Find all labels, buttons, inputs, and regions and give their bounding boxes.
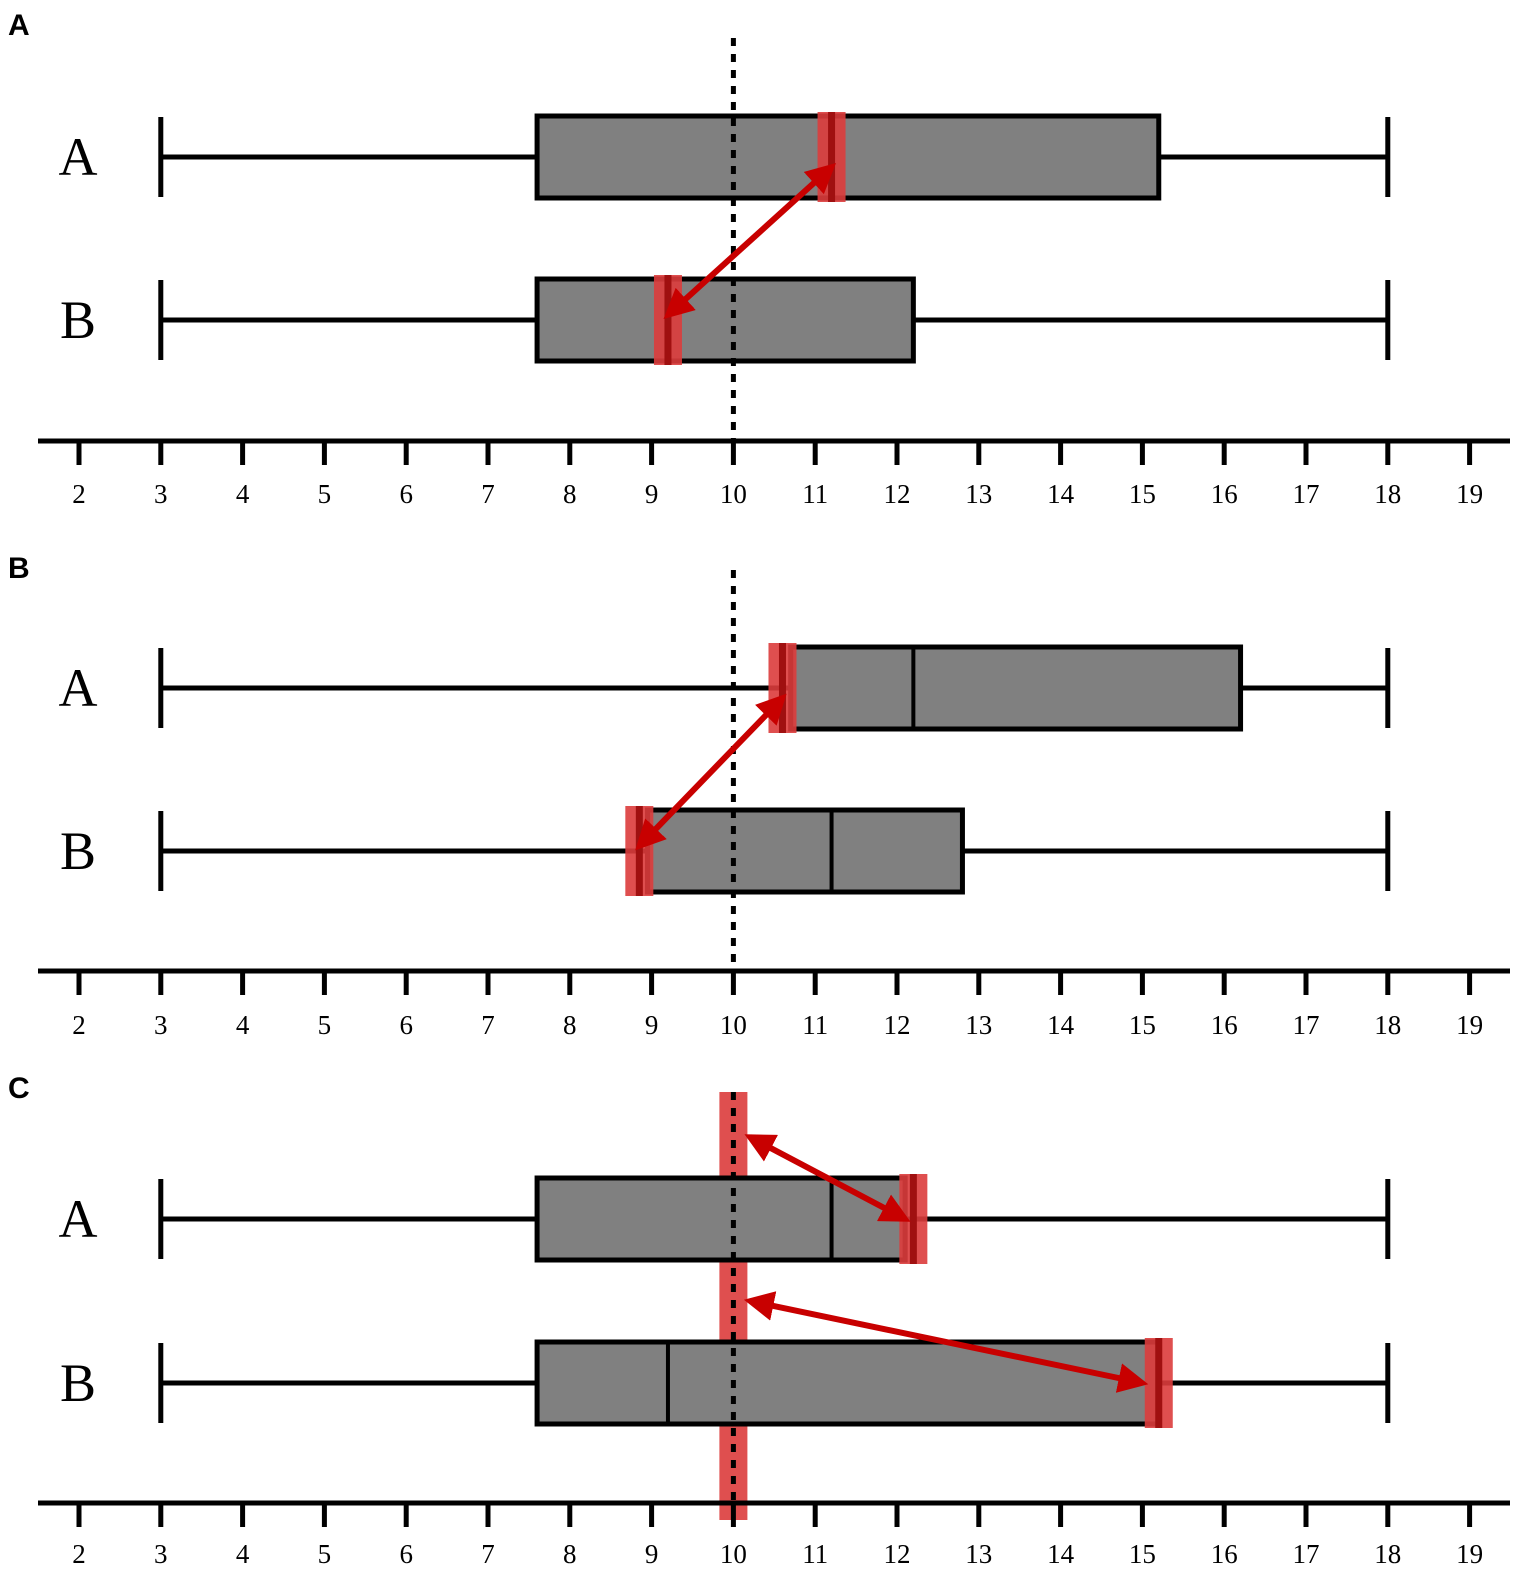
box-row-b: B bbox=[60, 276, 1391, 364]
panel-letter: C bbox=[8, 1072, 30, 1105]
iqr-box bbox=[788, 644, 1244, 732]
box-row-a: A bbox=[59, 1175, 1391, 1263]
box-row-a: A bbox=[59, 644, 1391, 732]
x-tick-label: 3 bbox=[154, 1010, 168, 1040]
x-tick-label: 18 bbox=[1374, 479, 1401, 509]
x-tick-label: 18 bbox=[1374, 1539, 1401, 1569]
panel-c: C A B 2 3 4 5 6 7 8 9 10 11 12 13 14 15 16 17 18 19 bbox=[8, 1072, 1510, 1569]
panel-letter: B bbox=[8, 552, 30, 585]
box-row-a: A bbox=[59, 113, 1391, 201]
x-tick-label: 19 bbox=[1456, 1539, 1483, 1569]
x-tick-label: 4 bbox=[236, 1010, 250, 1040]
x-tick-label: 7 bbox=[481, 1539, 495, 1569]
x-tick-label: 11 bbox=[802, 479, 828, 509]
row-label: B bbox=[60, 1353, 96, 1413]
x-tick-label: 4 bbox=[236, 479, 250, 509]
iqr-box bbox=[534, 1339, 1162, 1427]
x-tick-label: 6 bbox=[399, 479, 413, 509]
double-arrow bbox=[743, 1291, 1149, 1393]
x-tick-label: 4 bbox=[236, 1539, 250, 1569]
x-tick-label: 2 bbox=[72, 479, 86, 509]
x-tick-label: 6 bbox=[399, 1010, 413, 1040]
x-tick-label: 5 bbox=[318, 1539, 332, 1569]
x-tick-label: 10 bbox=[720, 1010, 747, 1040]
x-tick-label: 13 bbox=[965, 1010, 992, 1040]
x-tick-label: 8 bbox=[563, 1010, 577, 1040]
x-tick-label: 5 bbox=[318, 479, 332, 509]
x-tick-label: 15 bbox=[1129, 1010, 1156, 1040]
x-tick-label: 13 bbox=[965, 1539, 992, 1569]
x-tick-label: 7 bbox=[481, 1010, 495, 1040]
x-tick-label: 13 bbox=[965, 479, 992, 509]
row-label: B bbox=[60, 290, 96, 350]
x-tick-label: 15 bbox=[1129, 479, 1156, 509]
row-label: A bbox=[59, 1189, 98, 1249]
row-label: B bbox=[60, 821, 96, 881]
x-tick-label: 16 bbox=[1211, 1539, 1238, 1569]
x-tick-label: 16 bbox=[1211, 1010, 1238, 1040]
x-tick-label: 3 bbox=[154, 1539, 168, 1569]
box-rows: AB bbox=[59, 644, 1391, 895]
x-tick-label: 17 bbox=[1293, 1010, 1320, 1040]
x-tick-label: 14 bbox=[1047, 479, 1075, 509]
x-tick-label: 9 bbox=[645, 1010, 659, 1040]
x-tick-label: 17 bbox=[1293, 479, 1320, 509]
x-tick-label: 12 bbox=[884, 1010, 911, 1040]
x-tick-label: 2 bbox=[72, 1010, 86, 1040]
x-tick-label: 16 bbox=[1211, 479, 1238, 509]
x-tick-label: 19 bbox=[1456, 479, 1483, 509]
x-tick-label: 18 bbox=[1374, 1010, 1401, 1040]
x-tick-label: 9 bbox=[645, 479, 659, 509]
row-label: A bbox=[59, 127, 98, 187]
double-arrow bbox=[635, 693, 787, 851]
x-tick-label: 14 bbox=[1047, 1010, 1075, 1040]
x-tick-label: 8 bbox=[563, 1539, 577, 1569]
x-tick-label: 8 bbox=[563, 479, 577, 509]
x-tick-label: 6 bbox=[399, 1539, 413, 1569]
iqr-box bbox=[534, 113, 1162, 201]
iqr-box bbox=[534, 276, 916, 364]
row-label: A bbox=[59, 658, 98, 718]
box-rows: AB bbox=[59, 113, 1391, 364]
x-tick-label: 12 bbox=[884, 479, 911, 509]
double-arrow bbox=[663, 162, 837, 320]
x-tick-label: 10 bbox=[720, 1539, 747, 1569]
x-tick-label: 10 bbox=[720, 479, 747, 509]
x-tick-label: 11 bbox=[802, 1539, 828, 1569]
panel-letter: A bbox=[8, 9, 30, 42]
box-row-b: B bbox=[60, 807, 1391, 895]
x-tick-label: 2 bbox=[72, 1539, 86, 1569]
x-tick-label: 12 bbox=[884, 1539, 911, 1569]
x-tick-label: 14 bbox=[1047, 1539, 1075, 1569]
double-arrow bbox=[744, 1134, 911, 1222]
box-row-b: B bbox=[60, 1339, 1391, 1427]
x-tick-label: 3 bbox=[154, 479, 168, 509]
x-tick-label: 5 bbox=[318, 1010, 332, 1040]
x-tick-label: 7 bbox=[481, 479, 495, 509]
iqr-box bbox=[645, 807, 965, 895]
x-tick-label: 17 bbox=[1293, 1539, 1320, 1569]
x-tick-label: 15 bbox=[1129, 1539, 1156, 1569]
x-tick-label: 9 bbox=[645, 1539, 659, 1569]
x-tick-label: 11 bbox=[802, 1010, 828, 1040]
x-tick-label: 19 bbox=[1456, 1010, 1483, 1040]
